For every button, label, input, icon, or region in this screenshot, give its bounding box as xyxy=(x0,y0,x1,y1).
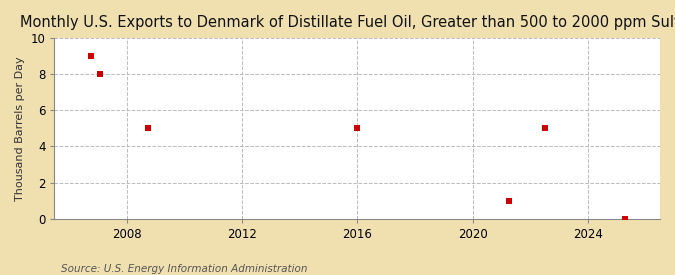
Point xyxy=(504,199,514,203)
Text: Source: U.S. Energy Information Administration: Source: U.S. Energy Information Administ… xyxy=(61,264,307,274)
Point xyxy=(95,72,105,76)
Point xyxy=(539,126,550,131)
Point xyxy=(620,216,631,221)
Point xyxy=(143,126,154,131)
Point xyxy=(85,54,96,58)
Point xyxy=(352,126,362,131)
Title: Monthly U.S. Exports to Denmark of Distillate Fuel Oil, Greater than 500 to 2000: Monthly U.S. Exports to Denmark of Disti… xyxy=(20,15,675,30)
Y-axis label: Thousand Barrels per Day: Thousand Barrels per Day xyxy=(15,56,25,201)
